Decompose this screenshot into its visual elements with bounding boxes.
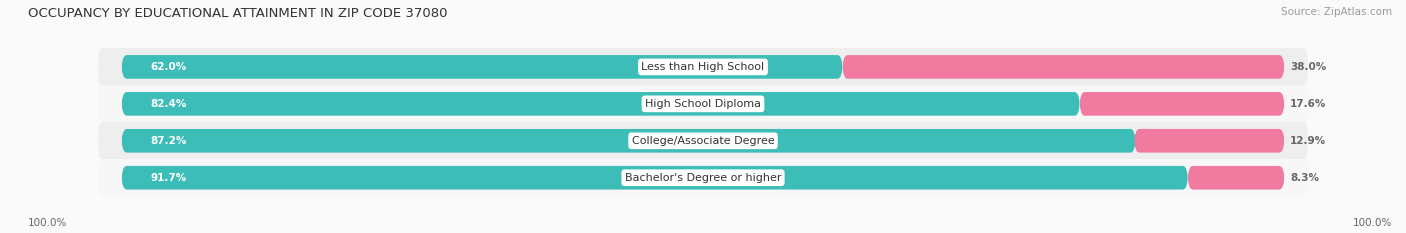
FancyBboxPatch shape: [121, 55, 842, 79]
FancyBboxPatch shape: [98, 85, 1308, 123]
FancyBboxPatch shape: [98, 48, 1308, 86]
Text: 100.0%: 100.0%: [1353, 218, 1392, 228]
FancyBboxPatch shape: [1135, 129, 1285, 153]
Text: 91.7%: 91.7%: [150, 173, 187, 183]
Text: Bachelor's Degree or higher: Bachelor's Degree or higher: [624, 173, 782, 183]
Text: Less than High School: Less than High School: [641, 62, 765, 72]
FancyBboxPatch shape: [842, 55, 1285, 79]
Text: 82.4%: 82.4%: [150, 99, 187, 109]
FancyBboxPatch shape: [121, 129, 1136, 153]
Text: Source: ZipAtlas.com: Source: ZipAtlas.com: [1281, 7, 1392, 17]
FancyBboxPatch shape: [121, 92, 1080, 116]
Text: 62.0%: 62.0%: [150, 62, 187, 72]
Text: 12.9%: 12.9%: [1291, 136, 1326, 146]
FancyBboxPatch shape: [1188, 166, 1285, 190]
Text: 8.3%: 8.3%: [1291, 173, 1319, 183]
Text: College/Associate Degree: College/Associate Degree: [631, 136, 775, 146]
FancyBboxPatch shape: [121, 166, 1188, 190]
Text: 87.2%: 87.2%: [150, 136, 187, 146]
Text: OCCUPANCY BY EDUCATIONAL ATTAINMENT IN ZIP CODE 37080: OCCUPANCY BY EDUCATIONAL ATTAINMENT IN Z…: [28, 7, 447, 20]
Text: High School Diploma: High School Diploma: [645, 99, 761, 109]
Text: 17.6%: 17.6%: [1291, 99, 1326, 109]
Text: 38.0%: 38.0%: [1291, 62, 1326, 72]
FancyBboxPatch shape: [1080, 92, 1285, 116]
FancyBboxPatch shape: [98, 122, 1308, 160]
Text: 100.0%: 100.0%: [28, 218, 67, 228]
FancyBboxPatch shape: [98, 159, 1308, 197]
